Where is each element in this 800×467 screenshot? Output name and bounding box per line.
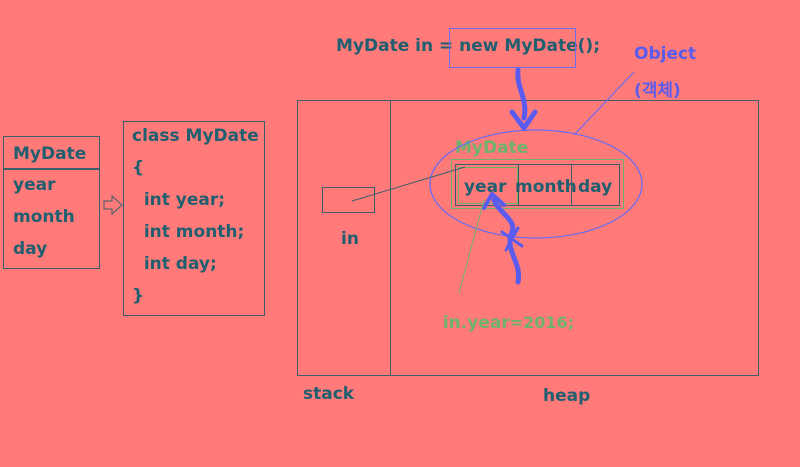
statement: MyDate in = new MyDate(); xyxy=(336,36,600,56)
object-field-day: day xyxy=(578,177,613,197)
field-divider-1 xyxy=(518,164,519,206)
object-label-korean: (객체) xyxy=(634,81,681,101)
object-class-label: MyDate xyxy=(455,138,529,158)
variable-label: in xyxy=(341,229,359,249)
object-inner-box xyxy=(455,164,620,206)
field-pointer-line xyxy=(458,199,485,294)
creation-arrow xyxy=(515,67,528,121)
object-outer-box xyxy=(451,159,624,209)
class-table xyxy=(3,136,100,269)
field-divider-2 xyxy=(571,164,572,206)
stack-variable-box xyxy=(322,187,375,213)
class-table-field-year: year xyxy=(13,175,56,195)
assignment-arrow xyxy=(491,197,522,285)
creation-arrow-head xyxy=(509,109,538,131)
object-label-line xyxy=(573,71,635,136)
assignment-arrow-cross xyxy=(500,226,524,252)
object-label: Object xyxy=(634,44,697,64)
new-expression-box xyxy=(449,28,576,68)
stack-heap-divider xyxy=(390,100,391,376)
object-field-month: month xyxy=(515,177,577,197)
class-table-field-month: month xyxy=(13,207,75,227)
assignment-target: in.year xyxy=(442,313,510,333)
memory-area xyxy=(297,100,759,376)
class-table-field-day: day xyxy=(13,239,48,259)
heap-label: heap xyxy=(543,386,591,406)
assignment-value: =2016; xyxy=(509,313,575,332)
object-ellipse xyxy=(429,129,643,239)
code-line-3: int year; xyxy=(132,190,226,210)
object-field-year: year xyxy=(464,177,507,197)
reference-line xyxy=(351,166,466,202)
code-line-6: } xyxy=(132,286,145,306)
code-line-1: class MyDate xyxy=(132,126,259,146)
code-line-4: int month; xyxy=(132,222,245,242)
stack-label: stack xyxy=(303,384,355,404)
class-code-box xyxy=(123,121,265,316)
assignment-arrow-head xyxy=(482,192,506,210)
class-table-divider xyxy=(3,168,100,170)
code-line-5: int day; xyxy=(132,254,217,274)
hollow-arrow xyxy=(103,194,123,216)
assignment: in.year=2016; xyxy=(431,293,574,333)
code-line-2: { xyxy=(132,158,145,178)
class-table-header: MyDate xyxy=(13,144,87,164)
